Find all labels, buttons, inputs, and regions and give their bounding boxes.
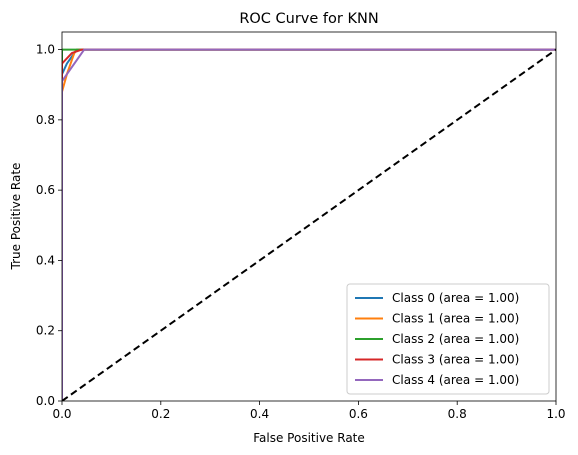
legend-label-class-3: Class 3 (area = 1.00) (392, 353, 519, 367)
legend-box (346, 283, 550, 395)
legend-label-class-2: Class 2 (area = 1.00) (392, 332, 519, 346)
x-tick-label: 0.2 (151, 407, 170, 421)
x-tick-label: 0.0 (52, 407, 71, 421)
x-tick-label: 1.0 (546, 407, 565, 421)
y-tick-label: 0.4 (36, 253, 55, 267)
y-tick-label: 0.6 (36, 183, 55, 197)
y-axis-label: True Positive Rate (9, 163, 23, 271)
x-axis-label: False Positive Rate (253, 431, 365, 445)
y-tick-label: 0.0 (36, 394, 55, 408)
series-line-class-4 (62, 48, 556, 401)
x-tick-label: 0.8 (448, 407, 467, 421)
chart-title: ROC Curve for KNN (239, 11, 378, 27)
legend-label-class-4: Class 4 (area = 1.00) (392, 373, 519, 387)
y-tick-label: 1.0 (36, 43, 55, 57)
x-tick-label: 0.4 (250, 407, 269, 421)
series-group (62, 48, 556, 401)
plot-frame (61, 31, 557, 402)
y-tick-label: 0.2 (36, 324, 55, 338)
y-tick-label: 0.8 (36, 113, 55, 127)
legend-label-class-0: Class 0 (area = 1.00) (392, 291, 519, 305)
x-tick-label: 0.6 (349, 407, 368, 421)
plot-area: 0.0 0.2 0.4 0.6 0.8 1.0 0.0 0.2 0.4 0.6 0.8 1.0 Clas… (36, 31, 566, 421)
legend-label-class-1: Class 1 (area = 1.00) (392, 312, 519, 326)
chance-diagonal-line (62, 48, 556, 401)
